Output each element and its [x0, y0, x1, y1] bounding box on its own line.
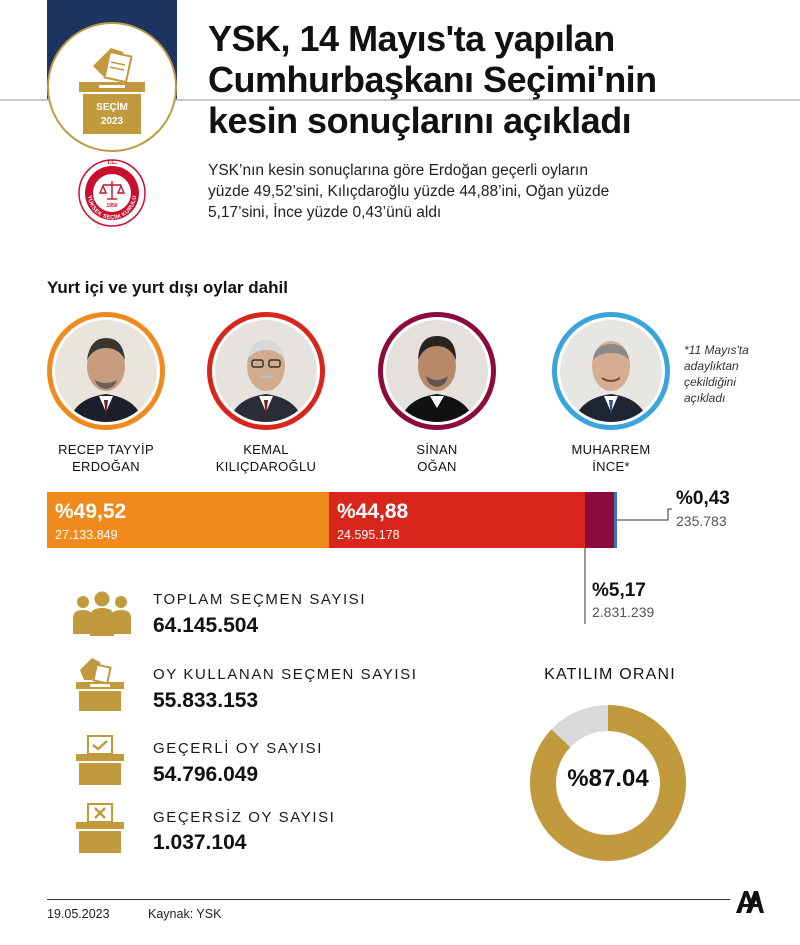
portrait-icon — [560, 320, 662, 422]
stat-label-valid-votes: GEÇERLİ OY SAYISI — [153, 740, 324, 757]
note-line: açıkladı — [684, 391, 726, 405]
footer-date: 19.05.2023 — [47, 907, 110, 921]
seal-top-text: T.C. — [107, 160, 118, 166]
candidate-name-line: İNCE* — [592, 459, 630, 474]
callout-votes-ince: 235.783 — [676, 513, 727, 529]
candidate-name-ogan: SİNAN OĞAN — [357, 441, 517, 475]
candidate-name-line: ERDOĞAN — [72, 459, 140, 474]
page-title: YSK, 14 Mayıs'ta yapılan Cumhurbaşkanı S… — [208, 18, 768, 141]
candidate-name-erdogan: RECEP TAYYİP ERDOĞAN — [26, 441, 186, 475]
donut-turnout-arc — [530, 705, 686, 861]
candidate-name-line: SİNAN — [416, 442, 458, 457]
callout-votes-ogan: 2.831.239 — [592, 604, 655, 620]
stat-value-total-voters: 64.145.504 — [153, 614, 259, 637]
bar-label-votes: 24.595.178 — [337, 528, 400, 542]
bar-segment-ogan — [585, 492, 614, 548]
turnout-value: %87.04 — [567, 765, 649, 792]
candidate-name-kilicdaroglu: KEMAL KILIÇDAROĞLU — [186, 441, 346, 475]
stat-label-voters-cast: OY KULLANAN SEÇMEN SAYISI — [153, 666, 418, 683]
footer-divider — [47, 899, 730, 900]
ballot-box-logo-icon: SEÇİM 2023 — [79, 48, 145, 134]
seal-year: 1950 — [106, 203, 117, 209]
callout-line-ince — [617, 508, 672, 521]
header-divider — [0, 99, 800, 101]
callout-pct-ince: %0,43 — [676, 488, 730, 509]
ysk-seal: T.C. 1950 YÜKSEK SEÇİM KURULU — [76, 155, 148, 227]
note-line: çekildiğini — [684, 375, 737, 389]
note-line: adaylıktan — [684, 359, 739, 373]
title-line-1: YSK, 14 Mayıs'ta yapılan — [208, 18, 615, 59]
badge-year: 2023 — [101, 116, 124, 127]
candidate-name-line: OĞAN — [417, 459, 457, 474]
people-icon — [72, 590, 131, 642]
portrait-icon — [215, 320, 317, 422]
portrait-icon — [55, 320, 157, 422]
summary-line-2: yüzde 49,52’sini, Kılıçdaroğlu yüzde 44,… — [208, 183, 610, 200]
stat-value-valid-votes: 54.796.049 — [153, 763, 259, 786]
invalid-vote-box-icon — [74, 802, 130, 854]
ballot-box-icon — [74, 656, 130, 711]
scale-icon — [98, 181, 126, 200]
callout-pct-ogan: %5,17 — [592, 580, 646, 601]
election-badge: SEÇİM 2023 — [47, 22, 177, 152]
bar-segment-kilicdaroglu: %44,88 24.595.178 — [329, 492, 585, 548]
stat-value-invalid-votes: 1.037.104 — [153, 831, 247, 854]
withdrawal-note: *11 Mayıs'ta adaylıktan çekildiğini açık… — [684, 342, 784, 406]
section-title: Yurt içi ve yurt dışı oylar dahil — [47, 278, 288, 297]
badge-text: SEÇİM — [96, 100, 128, 113]
bar-label-votes: 27.133.849 — [55, 528, 118, 542]
valid-vote-box-icon — [74, 734, 130, 786]
candidate-name-line: KILIÇDAROĞLU — [215, 459, 317, 474]
title-line-2: Cumhurbaşkanı Seçimi'nin — [208, 59, 657, 100]
bar-segment-erdogan: %49,52 27.133.849 — [47, 492, 329, 548]
summary: YSK’nın kesin sonuçlarına göre Erdoğan g… — [208, 160, 678, 223]
stat-label-total-voters: TOPLAM SEÇMEN SAYISI — [153, 591, 367, 608]
candidate-name-line: KEMAL — [243, 442, 289, 457]
bar-label-pct: %49,52 — [55, 500, 127, 523]
portrait-icon — [386, 320, 488, 422]
title-line-3: kesin sonuçlarını açıkladı — [208, 100, 632, 141]
candidate-photo-ince — [552, 312, 670, 430]
candidate-name-line: RECEP TAYYİP — [58, 442, 154, 457]
bar-label-pct: %44,88 — [337, 500, 409, 523]
summary-line-1: YSK’nın kesin sonuçlarına göre Erdoğan g… — [208, 162, 588, 179]
candidate-photo-erdogan — [47, 312, 165, 430]
aa-logo-icon — [736, 891, 764, 913]
candidate-photo-kilicdaroglu — [207, 312, 325, 430]
candidate-name-line: MUHARREM — [571, 442, 651, 457]
footer-source: Kaynak: YSK — [148, 907, 222, 921]
stat-value-voters-cast: 55.833.153 — [153, 689, 259, 712]
candidate-name-ince: MUHARREM İNCE* — [531, 441, 691, 475]
stat-label-invalid-votes: GEÇERSİZ OY SAYISI — [153, 809, 336, 826]
turnout-donut — [530, 705, 686, 861]
bar-segment-ince — [614, 492, 617, 548]
turnout-title: KATILIM ORANI — [544, 666, 676, 683]
summary-line-3: 5,17’sini, İnce yüzde 0,43’ünü aldı — [208, 204, 442, 221]
note-line: *11 Mayıs'ta — [684, 343, 749, 357]
candidate-photo-ogan — [378, 312, 496, 430]
